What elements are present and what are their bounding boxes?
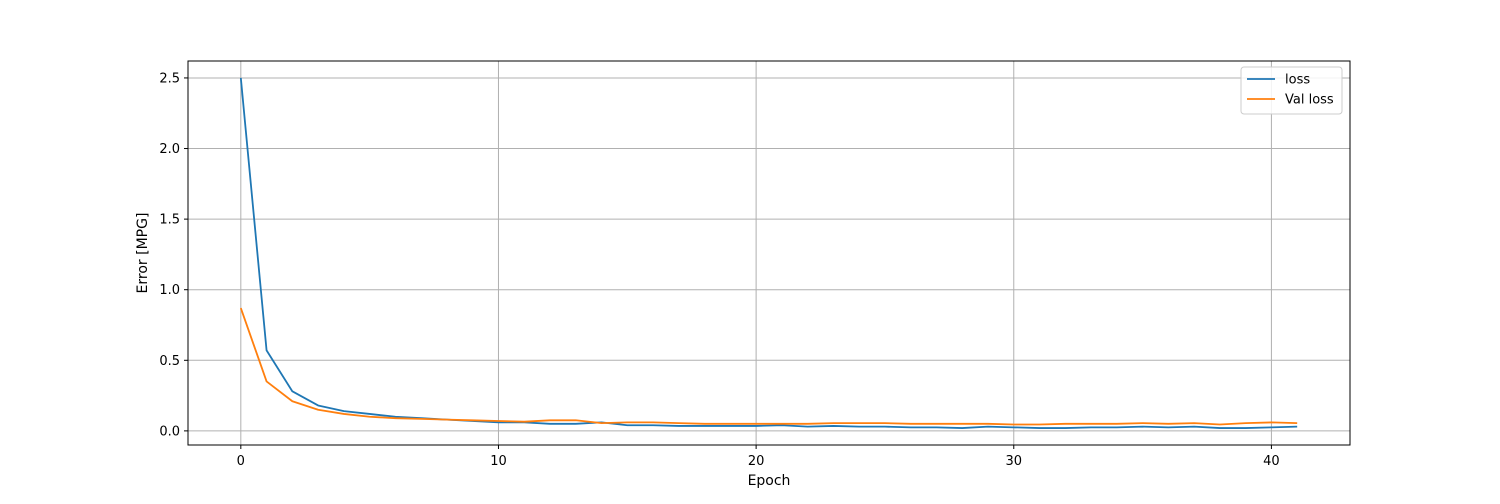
y-tick-label: 2.5 (159, 71, 180, 86)
x-tick-label: 0 (237, 454, 245, 469)
x-axis-label: Epoch (748, 473, 791, 489)
y-axis-label: Error [MPG] (135, 213, 151, 294)
y-tick-label: 0.5 (159, 354, 180, 369)
x-tick-label: 20 (748, 454, 765, 469)
y-tick-label: 1.0 (159, 283, 180, 298)
axis-ticks: 0 10 20 30 40 0.0 0.5 1.0 1.5 2.0 2.5 (159, 71, 1279, 469)
series-lines (239, 77, 1298, 429)
series-line-val-loss (239, 307, 1298, 426)
legend: loss Val loss (1240, 66, 1343, 115)
plot-frame (187, 60, 1351, 446)
y-tick-label: 2.0 (159, 142, 180, 157)
x-tick-label: 30 (1005, 454, 1022, 469)
x-tick-label: 40 (1263, 454, 1280, 469)
grid-lines (188, 61, 1350, 445)
x-tick-label: 10 (490, 454, 507, 469)
legend-label: loss (1285, 73, 1310, 88)
y-tick-label: 0.0 (159, 424, 180, 439)
y-tick-label: 1.5 (159, 213, 180, 228)
legend-label: Val loss (1285, 93, 1334, 108)
